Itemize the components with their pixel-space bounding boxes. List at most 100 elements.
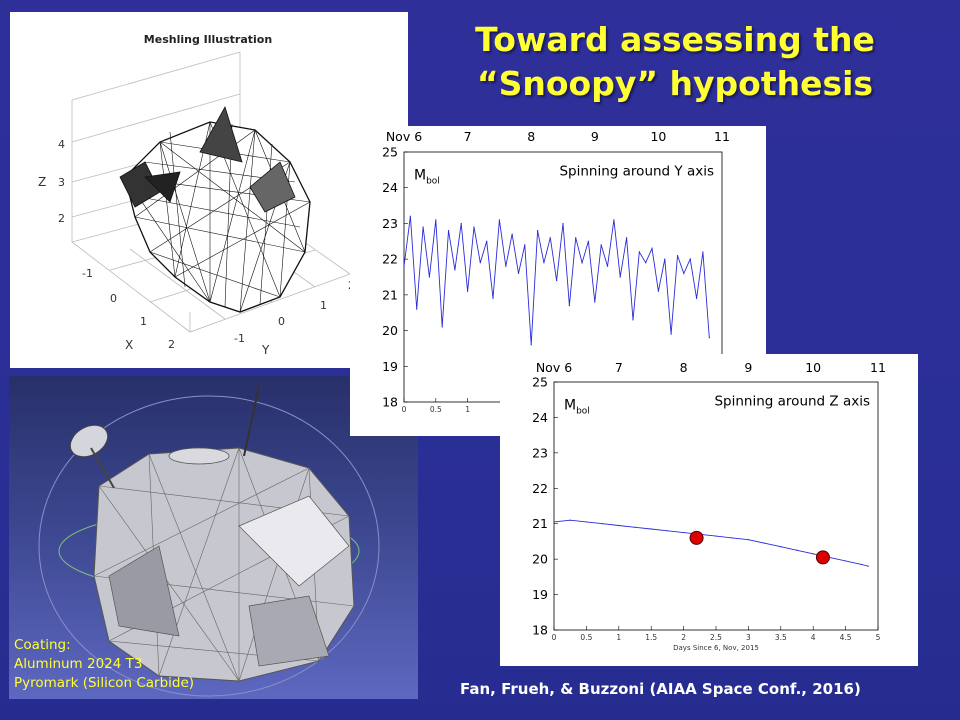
x-tick-label: 2 bbox=[681, 633, 686, 642]
mesh-x-label: X bbox=[125, 338, 133, 352]
series-point bbox=[613, 219, 615, 221]
series-point bbox=[524, 244, 526, 246]
series-point bbox=[747, 539, 749, 541]
series-point bbox=[764, 542, 766, 544]
series-point bbox=[666, 530, 668, 532]
x-tick-label: 1 bbox=[465, 405, 470, 414]
series-point bbox=[536, 229, 539, 232]
series-point bbox=[845, 560, 847, 562]
mesh-x-tick: 2 bbox=[168, 338, 175, 351]
x-tick-label: 4.5 bbox=[840, 633, 852, 642]
citation: Fan, Frueh, & Buzzoni (AIAA Space Conf.,… bbox=[460, 680, 861, 698]
highlight-marker bbox=[815, 550, 830, 565]
series-point bbox=[498, 219, 500, 221]
chart-z-axis-spin: Nov 6 7 8 9 10 11 25 24 23 22 21 20 19 18 Mbol Spinning… bbox=[500, 354, 918, 666]
series-point bbox=[428, 276, 431, 278]
series-point bbox=[467, 290, 469, 292]
series-point bbox=[479, 262, 481, 264]
series-point bbox=[568, 304, 570, 307]
series-point bbox=[780, 546, 782, 548]
coating-item: Pyromark (Silicon Carbide) bbox=[14, 675, 195, 691]
series-point bbox=[632, 319, 634, 321]
series-point bbox=[638, 251, 640, 253]
y-axis-label-subscript: bol bbox=[576, 406, 590, 416]
y-tick-label: 22 bbox=[532, 481, 548, 496]
y-tick-label: 24 bbox=[382, 180, 398, 195]
y-tick-label: 23 bbox=[382, 216, 398, 231]
series-point bbox=[594, 301, 596, 303]
y-tick-label: 23 bbox=[532, 445, 548, 460]
x-tick-label: 0 bbox=[402, 405, 407, 414]
y-tick-label: 24 bbox=[532, 410, 548, 425]
y-tick-label: 20 bbox=[532, 552, 548, 567]
top-axis-tick-label: 9 bbox=[744, 360, 752, 375]
series-point bbox=[645, 262, 647, 264]
satellite-render-svg bbox=[38, 385, 380, 697]
coating-title: Coating: bbox=[14, 637, 71, 653]
x-tick-label: 2.5 bbox=[710, 633, 722, 642]
top-axis-tick-label: 8 bbox=[527, 129, 535, 144]
slide-title-line1: Toward assessing the bbox=[475, 20, 875, 59]
y-tick-label: 18 bbox=[532, 623, 548, 638]
series-point bbox=[867, 565, 869, 567]
mesh-y-tick: 0 bbox=[278, 315, 285, 328]
chart-annotation: Spinning around Y axis bbox=[559, 163, 714, 179]
x-tick-label: 1.5 bbox=[645, 633, 657, 642]
series-point bbox=[460, 222, 462, 225]
satellite-antenna bbox=[243, 385, 260, 457]
mesh-x-tick: -1 bbox=[82, 267, 93, 280]
series-point bbox=[708, 337, 710, 339]
series-point bbox=[812, 553, 814, 555]
series-point bbox=[619, 276, 621, 278]
chart-z-axis-spin-svg: Nov 6 7 8 9 10 112524232221201918MbolSpinning… bbox=[532, 360, 886, 652]
top-axis-tick-label: Nov 6 bbox=[386, 129, 422, 144]
series-point bbox=[606, 265, 609, 267]
series-point bbox=[492, 297, 494, 300]
series-point bbox=[796, 549, 798, 551]
y-tick-label: 20 bbox=[382, 323, 398, 338]
top-axis-tick-label: 7 bbox=[615, 360, 623, 375]
series-point bbox=[650, 528, 652, 530]
series-point bbox=[530, 344, 532, 346]
y-axis-label-subscript: bol bbox=[426, 176, 440, 186]
series-point bbox=[409, 215, 411, 217]
series-point bbox=[657, 290, 659, 292]
series-point bbox=[473, 226, 475, 228]
series-point bbox=[731, 537, 733, 539]
x-tick-label: 5 bbox=[876, 633, 881, 642]
series-point bbox=[486, 240, 488, 242]
series-point bbox=[651, 247, 653, 250]
slide-title-line2: “Snoopy” hypothesis bbox=[476, 64, 874, 103]
chart-annotation: Spinning around Z axis bbox=[714, 393, 870, 409]
series-point bbox=[575, 237, 577, 239]
series-point bbox=[861, 563, 863, 566]
series-point bbox=[422, 226, 424, 228]
series-point bbox=[689, 258, 691, 260]
top-axis-tick-label: 10 bbox=[805, 360, 821, 375]
top-axis-tick-label: Nov 6 bbox=[536, 360, 572, 375]
mesh-z-tick: 3 bbox=[58, 176, 65, 189]
series-point bbox=[587, 240, 590, 242]
highlight-marker bbox=[689, 530, 704, 545]
series-point bbox=[581, 262, 583, 264]
y-tick-label: 25 bbox=[382, 145, 398, 160]
x-tick-label: 0.5 bbox=[430, 405, 442, 414]
series-point bbox=[543, 262, 545, 264]
series-point bbox=[670, 333, 672, 335]
series-point bbox=[626, 237, 628, 239]
top-axis-tick-label: 9 bbox=[591, 129, 599, 144]
y-tick-label: 19 bbox=[382, 359, 398, 374]
mesh-x-tick: 1 bbox=[140, 315, 147, 328]
y-tick-label: 25 bbox=[532, 375, 548, 390]
y-tick-label: 21 bbox=[382, 287, 398, 302]
satellite-render-figure bbox=[9, 376, 418, 699]
x-tick-label: 3.5 bbox=[775, 633, 787, 642]
series-point bbox=[695, 297, 698, 300]
mesh-body bbox=[119, 105, 311, 313]
series-point bbox=[634, 526, 636, 528]
series-point bbox=[715, 535, 717, 537]
series-point bbox=[683, 531, 685, 534]
top-axis-tick-label: 7 bbox=[464, 129, 472, 144]
x-tick-label: 1 bbox=[616, 633, 621, 642]
series-point bbox=[664, 258, 666, 260]
